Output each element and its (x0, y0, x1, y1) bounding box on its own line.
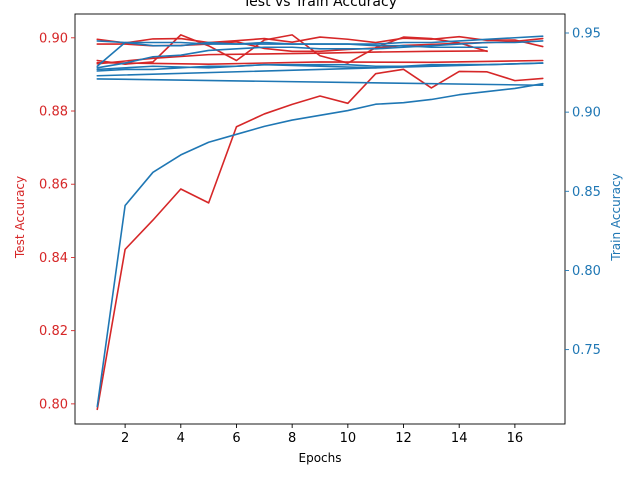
y-axis-right-title: Train Accuracy (609, 173, 623, 261)
y-right-tick-label: 0.85 (572, 185, 601, 200)
x-tick-label: 16 (507, 431, 524, 446)
x-tick-label: 10 (340, 431, 357, 446)
train-accuracy-line-11 (96, 41, 488, 68)
train-accuracy-line-13 (96, 62, 544, 71)
train-accuracy-line-6 (96, 82, 544, 408)
y-right-tick-label: 0.90 (572, 106, 601, 121)
x-tick-label: 12 (395, 431, 412, 446)
y-left-tick-label: 0.86 (39, 178, 68, 193)
axes-layer: 2 4 6 8 10 12 14 16 0.80 0.82 0.84 0.86 0.88 0.90 0.75… (39, 13, 601, 446)
y-left-tick-label: 0.82 (39, 324, 68, 339)
y-left-tick-label: 0.80 (39, 397, 68, 412)
x-tick-label: 6 (232, 431, 240, 446)
test-accuracy-line-5 (96, 59, 544, 65)
x-tick-label: 4 (177, 431, 185, 446)
test-accuracy-line-0 (96, 68, 544, 411)
x-axis-title: Epochs (299, 451, 342, 465)
train-accuracy-line-8 (96, 40, 544, 69)
y-left-tick-label: 0.90 (39, 31, 68, 46)
y-axis-left-title: Test Accuracy (13, 176, 27, 259)
y-right-tick-label: 0.95 (572, 26, 601, 41)
chart-title: Test vs Train Accuracy (242, 0, 397, 10)
x-tick-label: 2 (121, 431, 129, 446)
test-accuracy-line-1 (96, 34, 488, 65)
plot-frame (74, 13, 566, 425)
y-left-tick-label: 0.84 (39, 251, 68, 266)
y-right-tick-label: 0.80 (572, 264, 601, 279)
x-tick-label: 14 (451, 431, 468, 446)
y-right-tick-label: 0.75 (572, 343, 601, 358)
test-accuracy-line-2 (96, 35, 544, 48)
test-accuracy-line-4 (96, 50, 488, 65)
train-accuracy-line-10 (96, 78, 544, 87)
series-layer (96, 34, 544, 411)
y-left-tick-label: 0.88 (39, 105, 68, 120)
x-tick-label: 8 (288, 431, 296, 446)
